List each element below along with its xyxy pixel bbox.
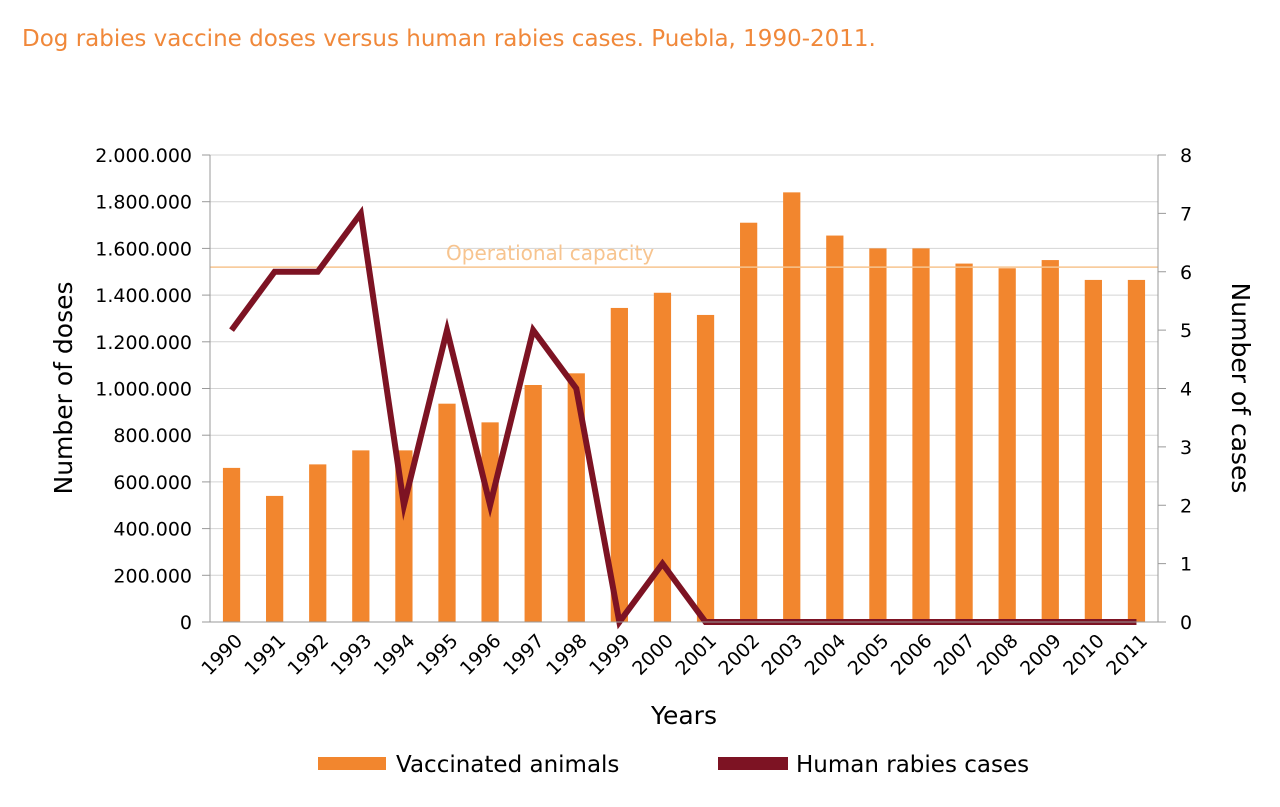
- y-tick-label: 2.000.000: [95, 145, 192, 167]
- x-tick-label: 2011: [1102, 630, 1152, 680]
- y-axis-title: Number of doses: [49, 281, 78, 494]
- y2-tick-label: 5: [1180, 320, 1192, 342]
- y-tick-label: 200.000: [113, 565, 192, 587]
- x-tick-label: 2009: [1016, 630, 1066, 680]
- x-tick-label: 2002: [714, 630, 764, 680]
- x-tick-label: 1992: [284, 630, 334, 680]
- x-tick-label: 2010: [1059, 630, 1109, 680]
- bar: [826, 235, 844, 622]
- y2-tick-label: 2: [1180, 495, 1192, 517]
- x-tick-label: 1998: [542, 630, 592, 680]
- bar: [1041, 260, 1059, 622]
- x-tick-label: 2004: [801, 630, 851, 680]
- bar: [998, 268, 1016, 622]
- x-tick-label: 2006: [887, 630, 937, 680]
- legend-label-vaccinated: Vaccinated animals: [396, 752, 619, 778]
- legend-swatch-cases: [718, 757, 788, 770]
- bar: [222, 467, 241, 622]
- bar: [438, 403, 456, 622]
- bar: [912, 248, 930, 622]
- bar: [524, 384, 542, 622]
- x-tick-label: 1991: [240, 630, 290, 680]
- y2-axis-title: Number of cases: [1226, 283, 1255, 494]
- y2-tick-label: 3: [1180, 437, 1192, 459]
- y-tick-label: 1.800.000: [95, 192, 192, 214]
- bar: [567, 373, 585, 622]
- bar: [740, 222, 758, 622]
- x-tick-label: 2000: [628, 630, 678, 680]
- y-tick-label: 0: [180, 612, 192, 634]
- x-tick-label: 2003: [758, 630, 808, 680]
- x-tick-label: 1997: [499, 630, 549, 680]
- bar: [1127, 279, 1146, 622]
- x-tick-label: 2007: [930, 630, 980, 680]
- x-tick-label: 1995: [413, 630, 463, 680]
- y-tick-label: 1.400.000: [95, 285, 192, 307]
- bar: [481, 422, 499, 622]
- bar: [309, 464, 327, 622]
- y2-tick-label: 0: [1180, 612, 1192, 634]
- y-tick-label: 1.000.000: [95, 379, 192, 401]
- reference-line-label: Operational capacity: [446, 241, 654, 265]
- bar: [1084, 279, 1102, 622]
- y-tick-label: 800.000: [113, 425, 192, 447]
- axes: 0 200.000 400.000 600.000 800.000 1.000.000 1.…: [49, 145, 1255, 730]
- x-tick-label: 1999: [585, 630, 635, 680]
- y2-tick-label: 8: [1180, 145, 1192, 167]
- x-axis-title: Years: [650, 701, 717, 730]
- bar: [352, 450, 370, 622]
- bar: [610, 307, 628, 622]
- y2-tick-label: 7: [1180, 203, 1192, 225]
- legend: Vaccinated animals Human rabies cases: [318, 752, 1029, 778]
- bar-series: [222, 192, 1146, 623]
- legend-label-cases: Human rabies cases: [796, 752, 1029, 778]
- x-tick-label: 2008: [973, 630, 1023, 680]
- y-tick-label: 600.000: [113, 472, 192, 494]
- bar: [783, 192, 801, 623]
- x-tick-label: 1990: [197, 630, 247, 680]
- bar: [266, 495, 284, 622]
- x-tick-label: 1994: [370, 630, 420, 680]
- x-tick-label: 1996: [456, 630, 506, 680]
- y-tick-label: 1.600.000: [95, 238, 192, 260]
- y2-tick-label: 4: [1180, 379, 1192, 401]
- y-tick-label: 1.200.000: [95, 332, 192, 354]
- x-tick-label: 2005: [844, 630, 894, 680]
- bar: [869, 248, 887, 622]
- x-tick-label: 1993: [327, 630, 377, 680]
- bar: [955, 263, 973, 622]
- x-tick-label: 2001: [671, 630, 721, 680]
- y-tick-label: 400.000: [113, 519, 192, 541]
- y2-tick-label: 6: [1180, 262, 1192, 284]
- reference-line-group: Operational capacity: [210, 241, 1158, 268]
- chart-title: Dog rabies vaccine doses versus human ra…: [22, 26, 876, 52]
- bar: [696, 314, 715, 622]
- y2-tick-label: 1: [1180, 554, 1192, 576]
- legend-swatch-vaccinated: [318, 757, 386, 770]
- bar: [653, 292, 672, 622]
